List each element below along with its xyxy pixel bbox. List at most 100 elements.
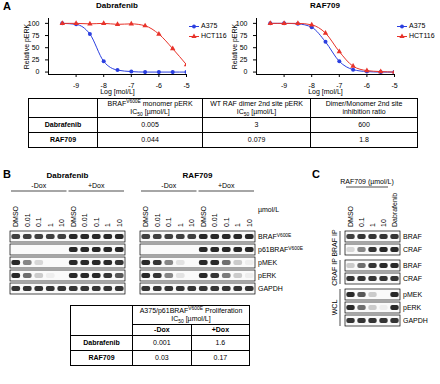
svg-text:BRAFV600E: BRAFV600E <box>258 233 292 241</box>
svg-text:µmol/L: µmol/L <box>258 206 279 214</box>
svg-text:BRAF IP: BRAF IP <box>331 229 338 257</box>
svg-text:0.1: 0.1 <box>358 217 365 227</box>
svg-text:pMEK: pMEK <box>258 259 277 267</box>
svg-text:CRAF: CRAF <box>403 246 422 253</box>
svg-text:-6: -6 <box>156 82 162 89</box>
svg-text:75: 75 <box>240 32 248 39</box>
svg-text:RAF709 (µmol/L): RAF709 (µmol/L) <box>340 178 393 186</box>
svg-text:0.01: 0.01 <box>211 213 218 227</box>
svg-text:-Dox: -Dox <box>31 182 46 189</box>
svg-text:DMSO: DMSO <box>200 205 207 227</box>
svg-text:100: 100 <box>235 19 248 27</box>
svg-text:10: 10 <box>58 219 65 227</box>
svg-text:DMSO: DMSO <box>12 205 19 227</box>
svg-text:Dabrafenib: Dabrafenib <box>47 171 89 180</box>
svg-text:0: 0 <box>36 68 40 75</box>
svg-text:Dabrafenib: Dabrafenib <box>391 193 398 227</box>
html-text:A375: A375 <box>201 22 218 29</box>
svg-text:0.1: 0.1 <box>165 217 172 227</box>
html-text:Dimer/Monomer 2nd site inhibit: Dimer/Monomer 2nd site inhibition ratio <box>325 100 403 115</box>
html-text:C: C <box>312 168 320 180</box>
html-text:0.044: 0.044 <box>141 136 159 144</box>
svg-text:Relative pERK: Relative pERK <box>231 23 239 69</box>
html-text:B: B <box>3 168 11 180</box>
svg-text:p61BRAFV600E: p61BRAFV600E <box>258 246 304 255</box>
html-text:A: A <box>3 0 11 12</box>
html-text:RAF709: RAF709 <box>50 136 76 144</box>
svg-text:-9: -9 <box>73 82 79 89</box>
svg-text:10: 10 <box>246 219 253 227</box>
svg-text:0.01: 0.01 <box>24 213 31 227</box>
svg-text:-5: -5 <box>183 82 189 89</box>
svg-text:WCL: WCL <box>331 300 338 316</box>
svg-text:10: 10 <box>188 219 195 227</box>
svg-text:RAF709: RAF709 <box>183 171 213 180</box>
html-text:Dabrafenib: Dabrafenib <box>96 1 138 10</box>
html-text:A375/p61BRAFV600EProliferation: A375/p61BRAFV600EProliferation IC50[µmol… <box>139 305 243 325</box>
svg-text:10: 10 <box>116 219 123 227</box>
svg-text:0.1: 0.1 <box>223 217 230 227</box>
svg-text:BRAF: BRAF <box>403 262 422 269</box>
svg-text:GAPDH: GAPDH <box>403 317 428 324</box>
html-text:-Dox: -Dox <box>154 326 170 334</box>
svg-text:1: 1 <box>234 223 241 227</box>
svg-text:10: 10 <box>380 219 387 227</box>
html-text:0.03: 0.03 <box>155 354 169 362</box>
svg-text:Relative pERK: Relative pERK <box>23 23 31 69</box>
svg-text:1: 1 <box>369 223 376 227</box>
html-text:0.17: 0.17 <box>213 354 228 362</box>
svg-text:100: 100 <box>27 19 40 27</box>
svg-text:-7: -7 <box>336 82 343 90</box>
svg-text:-8: -8 <box>308 82 315 90</box>
svg-text:pMEK: pMEK <box>403 291 422 299</box>
svg-text:25: 25 <box>240 56 248 63</box>
html-text:0.079: 0.079 <box>247 136 266 144</box>
svg-text:0: 0 <box>244 68 248 75</box>
svg-text:-7: -7 <box>128 82 135 90</box>
html-text:BRAFV600Emonomer pERK IC50[µmo: BRAFV600Emonomer pERK IC50[µmol/L] <box>107 98 193 118</box>
svg-text:75: 75 <box>32 32 40 39</box>
html-text:0.005: 0.005 <box>141 121 159 129</box>
svg-text:BRAF: BRAF <box>403 233 422 240</box>
html-text:+Dox: +Dox <box>211 326 229 334</box>
svg-text:0.01: 0.01 <box>81 213 88 227</box>
svg-text:1: 1 <box>177 223 184 227</box>
html-text:0.001: 0.001 <box>153 339 171 347</box>
html-text:RAF709: RAF709 <box>88 354 115 362</box>
svg-text:CRAF IP: CRAF IP <box>331 258 338 286</box>
html-text:1.8: 1.8 <box>359 136 369 144</box>
svg-text:DMSO: DMSO <box>70 205 77 227</box>
svg-text:pERK: pERK <box>258 272 277 280</box>
html-text:1.6: 1.6 <box>215 339 226 347</box>
svg-text:50: 50 <box>32 44 40 51</box>
svg-text:DMSO: DMSO <box>347 205 354 227</box>
svg-text:-Dox: -Dox <box>161 182 176 189</box>
svg-text:Log [mol/L]: Log [mol/L] <box>100 88 135 96</box>
html-text:600: 600 <box>358 121 370 129</box>
svg-text:pERK: pERK <box>403 304 422 312</box>
svg-text:DMSO: DMSO <box>142 205 149 227</box>
svg-text:1: 1 <box>47 223 54 227</box>
svg-text:50: 50 <box>240 44 248 51</box>
svg-text:+Dox: +Dox <box>88 182 105 189</box>
svg-text:GAPDH: GAPDH <box>258 285 283 292</box>
svg-text:0.01: 0.01 <box>154 213 161 227</box>
svg-text:25: 25 <box>32 56 40 63</box>
svg-text:-5: -5 <box>391 82 397 89</box>
html-text:Dabrafenib: Dabrafenib <box>44 121 82 129</box>
html-text:RAF709: RAF709 <box>310 1 340 10</box>
html-text:HCT116: HCT116 <box>201 32 227 39</box>
html-text:WT RAF dimer 2nd site pERK IC5: WT RAF dimer 2nd site pERK IC50[µmol/L] <box>210 100 303 118</box>
svg-text:CRAF: CRAF <box>403 275 422 282</box>
html-text:HCT116: HCT116 <box>409 32 435 39</box>
svg-text:+Dox: +Dox <box>218 182 235 189</box>
svg-text:0.1: 0.1 <box>93 217 100 227</box>
svg-text:-9: -9 <box>281 82 287 89</box>
html-text:A375: A375 <box>409 22 426 29</box>
svg-text:-6: -6 <box>364 82 370 89</box>
html-text:Dabrafenib: Dabrafenib <box>83 339 120 347</box>
svg-text:-8: -8 <box>100 82 107 90</box>
svg-text:Log [mol/L]: Log [mol/L] <box>308 88 343 96</box>
svg-text:1: 1 <box>104 223 111 227</box>
svg-text:0.1: 0.1 <box>35 217 42 227</box>
